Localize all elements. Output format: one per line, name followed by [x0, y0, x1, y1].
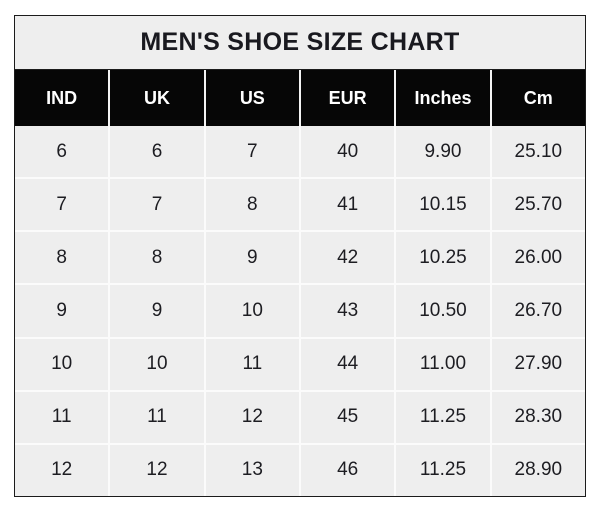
cell-us: 10 [206, 285, 301, 337]
table-row: 6 6 7 40 9.90 25.10 [15, 126, 585, 178]
cell-eur: 45 [301, 391, 397, 443]
cell-cm: 28.90 [514, 459, 563, 481]
cell-uk: 7 [110, 179, 206, 231]
cell-uk: 8 [110, 232, 206, 284]
cell-cm: 27.90 [514, 353, 563, 375]
cell-inches: 10.15 [396, 179, 492, 231]
cell-us: 7 [206, 126, 301, 178]
cell-cm: 28.30 [514, 406, 563, 428]
table-row: 7 7 8 41 10.15 25.70 [15, 177, 585, 231]
column-header-inches: Inches [396, 70, 492, 126]
shoe-size-chart-table: MEN'S SHOE SIZE CHART IND UK US EUR Inch… [14, 15, 586, 497]
column-header-ind: IND [15, 70, 111, 126]
table-row: 11 11 12 45 11.25 28.30 [15, 389, 585, 443]
table-row: 9 9 10 43 10.50 26.70 [15, 283, 585, 337]
cell-cm: 26.00 [514, 246, 563, 268]
cell-ind: 7 [15, 179, 111, 231]
cell-uk: 9 [110, 285, 206, 337]
chart-title-row: MEN'S SHOE SIZE CHART [15, 16, 585, 70]
cell-eur: 44 [301, 338, 397, 390]
cell-inches: 10.50 [396, 285, 492, 337]
table-row: 12 12 13 46 11.25 28.90 [15, 442, 585, 496]
cell-ind: 11 [15, 391, 111, 443]
cell-cm: 25.70 [514, 193, 563, 215]
column-header-us: US [206, 70, 301, 126]
cell-us: 8 [206, 179, 301, 231]
cell-us: 11 [206, 338, 301, 390]
cell-ind: 9 [15, 285, 111, 337]
cell-eur: 42 [301, 232, 397, 284]
cell-ind: 6 [15, 126, 111, 178]
cell-inches: 9.90 [396, 126, 492, 178]
cell-cm: 26.70 [514, 299, 563, 321]
column-header-uk: UK [110, 70, 206, 126]
cell-eur: 41 [301, 179, 397, 231]
cell-eur: 43 [301, 285, 397, 337]
cell-ind: 8 [15, 232, 111, 284]
cell-us: 9 [206, 232, 301, 284]
cell-inches: 11.00 [396, 338, 492, 390]
table-row: 8 8 9 42 10.25 26.00 [15, 230, 585, 284]
page-title: MEN'S SHOE SIZE CHART [140, 28, 460, 56]
cell-uk: 11 [110, 391, 206, 443]
cell-uk: 10 [110, 338, 206, 390]
cell-us: 13 [206, 444, 301, 496]
column-header-eur: EUR [301, 70, 397, 126]
cell-inches: 11.25 [396, 444, 492, 496]
cell-us: 12 [206, 391, 301, 443]
cell-inches: 10.25 [396, 232, 492, 284]
cell-eur: 40 [301, 126, 397, 178]
cell-inches: 11.25 [396, 391, 492, 443]
cell-cm: 25.10 [514, 140, 563, 162]
cell-ind: 10 [15, 338, 111, 390]
table-row: 10 10 11 44 11.00 27.90 [15, 336, 585, 390]
cell-uk: 12 [110, 444, 206, 496]
cell-eur: 46 [301, 444, 397, 496]
table-body: 6 6 7 40 9.90 25.10 7 7 8 41 10.15 25.70… [15, 126, 585, 496]
cell-uk: 6 [110, 126, 206, 178]
cell-ind: 12 [15, 444, 111, 496]
table-header-row: IND UK US EUR Inches Cm [15, 70, 585, 126]
column-header-cm: Cm [523, 87, 553, 108]
